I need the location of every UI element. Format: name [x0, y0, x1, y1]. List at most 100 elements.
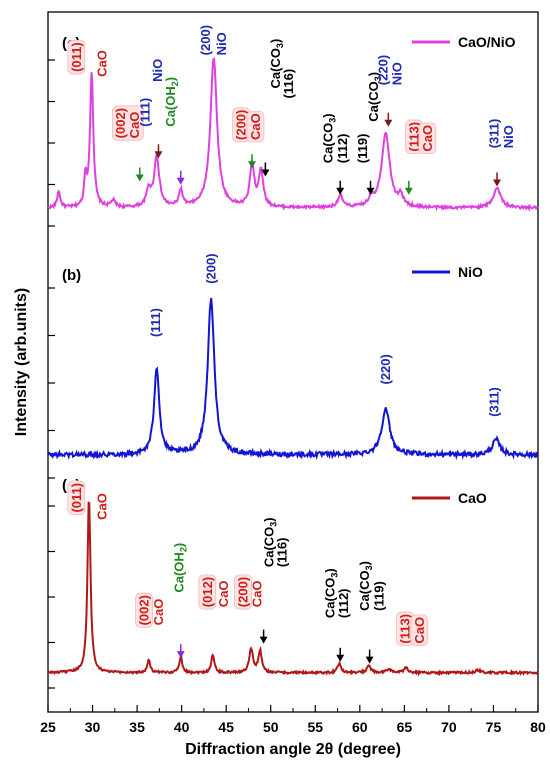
peak-annotation: (012)	[198, 574, 217, 610]
peak-marker-triangle	[336, 654, 345, 662]
legend-label-c: CaO/NiO	[458, 34, 516, 50]
svg-text:(220): (220)	[375, 55, 390, 85]
legend-label-b: NiO	[458, 264, 483, 280]
x-axis-label: Diffraction angle 2θ (degree)	[185, 741, 401, 758]
svg-text:Ca(OH2): Ca(OH2)	[163, 77, 180, 127]
svg-text:NiO: NiO	[390, 62, 405, 85]
svg-text:CaO: CaO	[95, 493, 110, 520]
svg-text:Ca(CO3): Ca(CO3)	[323, 568, 340, 618]
peak-annotation: (220)	[378, 354, 393, 384]
peak-annotation: Ca(CO3)	[262, 517, 279, 567]
peak-annotation: Ca(CO3)	[366, 72, 383, 122]
legend-label-a: CaO	[458, 490, 487, 506]
peak-annotation: (200)	[232, 107, 251, 143]
svg-text:(200): (200)	[235, 577, 250, 607]
svg-text:(112): (112)	[335, 134, 350, 164]
svg-text:CaO: CaO	[412, 617, 427, 644]
peak-annotation: CaO	[250, 580, 265, 607]
x-tick-label: 65	[397, 719, 413, 735]
peak-annotation: Ca(CO3)	[268, 39, 285, 89]
panel-label-b: (b)	[62, 267, 81, 284]
svg-text:(002): (002)	[137, 595, 152, 625]
x-tick-label: 60	[352, 719, 368, 735]
svg-text:(113): (113)	[406, 122, 421, 152]
peak-annotation: (011)	[67, 480, 86, 515]
panel-b: (b) NiO (111) (200) (220) (311)	[47, 253, 539, 479]
peak-annotation: (311)	[487, 119, 502, 149]
svg-text:(311): (311)	[487, 387, 502, 417]
svg-text:(011): (011)	[69, 42, 84, 72]
peak-marker-triangle	[176, 651, 185, 659]
x-tick-label: 75	[486, 719, 502, 735]
svg-text:(002)CaO: (002)CaO	[113, 108, 142, 138]
svg-text:(119): (119)	[355, 134, 370, 164]
peak-annotation: CaO	[151, 599, 166, 626]
peak-annotation: (002)CaO	[111, 105, 144, 141]
peak-annotation: (119)	[355, 134, 370, 164]
peak-annotation: (112)	[336, 588, 351, 618]
peak-annotation: Ca(OH2)	[172, 543, 189, 593]
x-tick-label: 30	[85, 719, 101, 735]
peak-annotation: CaO	[410, 614, 429, 646]
svg-text:Ca(CO3): Ca(CO3)	[321, 113, 338, 163]
peak-annotation: NiO	[501, 125, 516, 148]
peak-annotation: (200)	[203, 253, 218, 283]
svg-text:CaO: CaO	[151, 599, 166, 626]
svg-text:(200): (200)	[198, 25, 213, 55]
svg-text:CaO: CaO	[250, 580, 265, 607]
peak-annotation: (116)	[281, 69, 296, 99]
svg-text:(200): (200)	[203, 253, 218, 283]
panel-c: (c)CaO/NiO(011)CaO(002)CaO(111)NiOCa(OH2…	[47, 25, 539, 227]
svg-text:(113): (113)	[398, 614, 413, 644]
x-tick-label: 45	[218, 719, 234, 735]
peak-annotation: (311)	[487, 387, 502, 417]
peak-annotation: (200)	[198, 25, 213, 55]
peak-annotation: CaO	[95, 493, 110, 520]
svg-text:NiO: NiO	[501, 125, 516, 148]
panel-a: (a)CaO(011)CaO(002)CaOCa(OH2)(012)CaO(20…	[47, 477, 539, 689]
svg-text:(200): (200)	[234, 110, 249, 140]
peak-annotation: (113)	[405, 119, 423, 155]
peak-marker-triangle	[365, 656, 374, 664]
svg-text:(012): (012)	[200, 577, 215, 607]
svg-text:(111): (111)	[148, 308, 163, 337]
peak-annotation: Ca(CO3)	[323, 568, 340, 618]
svg-text:(112): (112)	[336, 588, 351, 618]
series-line-c	[47, 57, 539, 212]
peak-annotation: (200)	[234, 574, 252, 610]
svg-text:(111): (111)	[137, 98, 152, 127]
svg-text:(116): (116)	[281, 69, 296, 99]
peak-annotation: Ca(CO3)	[321, 113, 338, 163]
peak-marker-triangle	[261, 169, 270, 177]
peak-annotation: CaO	[418, 122, 437, 155]
peak-annotation: Ca(OH2)	[163, 77, 180, 127]
peak-annotation: NiO	[214, 32, 229, 55]
x-tick-label: 25	[40, 719, 56, 735]
peak-annotation: NiO	[390, 62, 405, 85]
x-tick-label: 35	[129, 719, 145, 735]
peak-annotation: NiO	[150, 59, 165, 82]
svg-text:NiO: NiO	[150, 59, 165, 82]
svg-text:CaO: CaO	[248, 113, 263, 140]
svg-text:Ca(OH2): Ca(OH2)	[172, 543, 189, 593]
peak-annotation: CaO	[246, 110, 265, 143]
svg-text:CaO: CaO	[420, 125, 435, 152]
x-tick-label: 80	[530, 719, 546, 735]
svg-text:Ca(CO3): Ca(CO3)	[366, 72, 383, 122]
peak-annotation: (116)	[275, 538, 290, 568]
peak-marker-triangle	[154, 151, 163, 159]
series-line-b	[47, 297, 539, 461]
peak-annotation: (002)	[135, 592, 153, 628]
svg-text:(220): (220)	[378, 354, 393, 384]
peak-marker-triangle	[336, 187, 345, 195]
peak-annotation: Ca(CO3)	[357, 561, 374, 611]
peak-annotation: (111)	[148, 308, 163, 337]
panels-group: (c)CaO/NiO(011)CaO(002)CaO(111)NiOCa(OH2…	[47, 25, 539, 689]
peak-annotation: CaO	[216, 580, 231, 607]
x-axis: 25 30 35 40 45 50 55 60 65 70 75 80	[40, 705, 546, 735]
peak-annotation: (113)	[396, 611, 414, 646]
y-axis-label: Intensity (arb.units)	[13, 288, 30, 436]
peak-marker-triangle	[493, 179, 502, 187]
svg-text:(116): (116)	[275, 538, 290, 568]
